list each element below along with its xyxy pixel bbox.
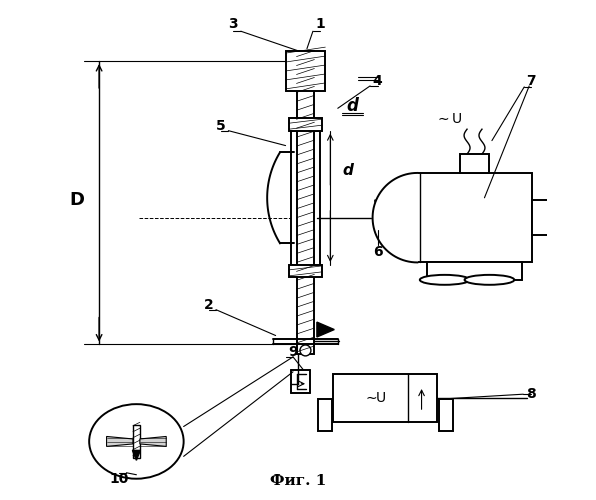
Bar	[417, 173, 532, 262]
Text: 10: 10	[109, 472, 129, 486]
Text: d: d	[347, 97, 359, 115]
Text: 1: 1	[315, 17, 325, 31]
Ellipse shape	[420, 275, 470, 285]
Bar	[285, 51, 325, 91]
Text: d: d	[342, 163, 353, 178]
Polygon shape	[140, 436, 166, 446]
Bar	[333, 374, 437, 422]
Bar	[133, 426, 140, 458]
Polygon shape	[132, 450, 141, 460]
Text: Фиг. 1: Фиг. 1	[270, 474, 326, 488]
Text: 9: 9	[288, 345, 298, 359]
Text: 8: 8	[526, 387, 536, 401]
Polygon shape	[107, 436, 133, 446]
Bar	[289, 265, 322, 278]
Text: 2: 2	[204, 298, 213, 312]
Text: 3: 3	[228, 17, 238, 31]
Bar	[296, 51, 315, 354]
Bar	[290, 130, 321, 265]
Bar	[318, 399, 332, 432]
Text: 4: 4	[372, 74, 383, 88]
Polygon shape	[372, 173, 417, 262]
Text: D: D	[69, 192, 84, 210]
Bar	[460, 154, 489, 173]
Text: 6: 6	[372, 246, 383, 260]
Text: 5: 5	[216, 118, 226, 132]
Ellipse shape	[464, 275, 514, 285]
Ellipse shape	[89, 404, 184, 478]
Text: 7: 7	[526, 74, 536, 88]
Ellipse shape	[300, 345, 311, 356]
Text: $\sim\!\!$ U: $\sim\!\!$ U	[434, 112, 462, 126]
Polygon shape	[317, 322, 334, 337]
Bar	[439, 399, 452, 432]
Bar	[427, 262, 522, 280]
Text: $\sim\!\!$U: $\sim\!\!$U	[363, 391, 386, 405]
Bar	[532, 200, 554, 235]
Bar	[289, 118, 322, 130]
